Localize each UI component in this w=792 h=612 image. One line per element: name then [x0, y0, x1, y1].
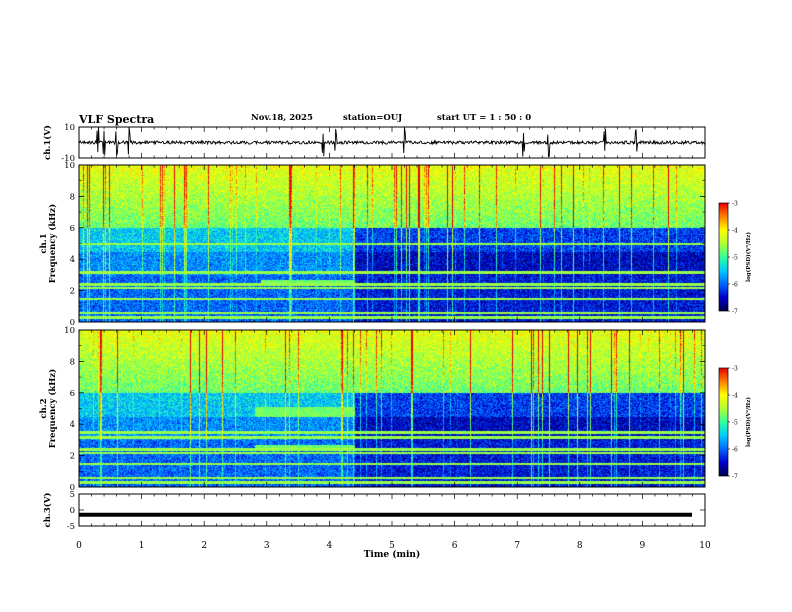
- ytick-label: 6: [70, 389, 75, 399]
- xtick-label: 1: [139, 541, 145, 551]
- colorbar-tick-label: -6: [732, 282, 738, 289]
- ylabel-ch2-spectrogram: ch.2: [39, 398, 49, 418]
- colorbar-ch2-spectrogram: [718, 367, 729, 477]
- xtick-label: 6: [452, 541, 458, 551]
- page-title: VLF Spectra: [79, 113, 155, 126]
- colorbar-tick-label: -7: [732, 309, 738, 316]
- colorbar-tick-label: -4: [732, 228, 738, 235]
- ytick-label: 10: [64, 326, 75, 336]
- station-label: station=OUJ: [343, 113, 403, 123]
- ytick-label: 0: [70, 506, 75, 516]
- xtick-label: 3: [264, 541, 270, 551]
- ytick-label: 4: [70, 255, 75, 265]
- colorbar-tick-label: -7: [732, 474, 738, 481]
- ytick-label: 6: [70, 224, 75, 234]
- ch1-trace: [78, 126, 706, 158]
- ytick-label: 8: [70, 192, 75, 202]
- ytick-label: 4: [70, 420, 75, 430]
- colorbar-tick-label: -4: [732, 393, 738, 400]
- xtick-label: 5: [389, 541, 395, 551]
- ytick-label: 8: [70, 357, 75, 367]
- ylabel-ch3-waveform: ch.3(V): [42, 493, 53, 528]
- x-axis-label: Time (min): [364, 549, 421, 560]
- xtick-label: 4: [327, 541, 333, 551]
- colorbar-tick-label: -3: [732, 366, 738, 373]
- colorbar-label: log(PSD)(V²/Hz): [745, 232, 752, 282]
- colorbar-tick-label: -5: [732, 255, 738, 262]
- ytick-label: 0: [70, 483, 75, 493]
- ylabel-ch2-spectrogram: Frequency (kHz): [47, 369, 58, 448]
- xtick-label: 8: [577, 541, 583, 551]
- xtick-label: 2: [201, 541, 207, 551]
- colorbar-tick-label: -6: [732, 447, 738, 454]
- colorbar-tick-label: -3: [732, 201, 738, 208]
- xtick-label: 0: [76, 541, 82, 551]
- spectrogram-images: [79, 165, 705, 487]
- ylabel-ch1-waveform: ch.1(V): [42, 125, 53, 160]
- ylabel-ch1-spectrogram: Frequency (kHz): [47, 204, 58, 283]
- xtick-label: 7: [514, 541, 520, 551]
- ytick-label: 10: [64, 161, 75, 171]
- ylabel-ch1-spectrogram: ch.1: [39, 233, 49, 253]
- date-label: Nov.18, 2025: [251, 113, 313, 123]
- start-time-label: start UT = 1 : 50 : 0: [437, 113, 532, 123]
- ytick-label: -5: [67, 522, 75, 532]
- ytick-label: 2: [70, 287, 75, 297]
- xtick-label: 10: [699, 541, 711, 551]
- spectrogram-image-ch1-spectrogram: [79, 165, 705, 322]
- colorbar-ch1-spectrogram: [718, 202, 729, 312]
- xtick-label: 9: [640, 541, 646, 551]
- spectrogram-image-ch2-spectrogram: [79, 330, 705, 487]
- ytick-label: 5: [70, 490, 75, 500]
- ytick-label: 2: [70, 452, 75, 462]
- ytick-label: 10: [64, 123, 75, 133]
- colorbar-tick-label: -5: [732, 420, 738, 427]
- ytick-label: -10: [61, 154, 75, 164]
- ytick-label: 0: [70, 318, 75, 328]
- colorbar-label: log(PSD)(V²/Hz): [745, 397, 752, 447]
